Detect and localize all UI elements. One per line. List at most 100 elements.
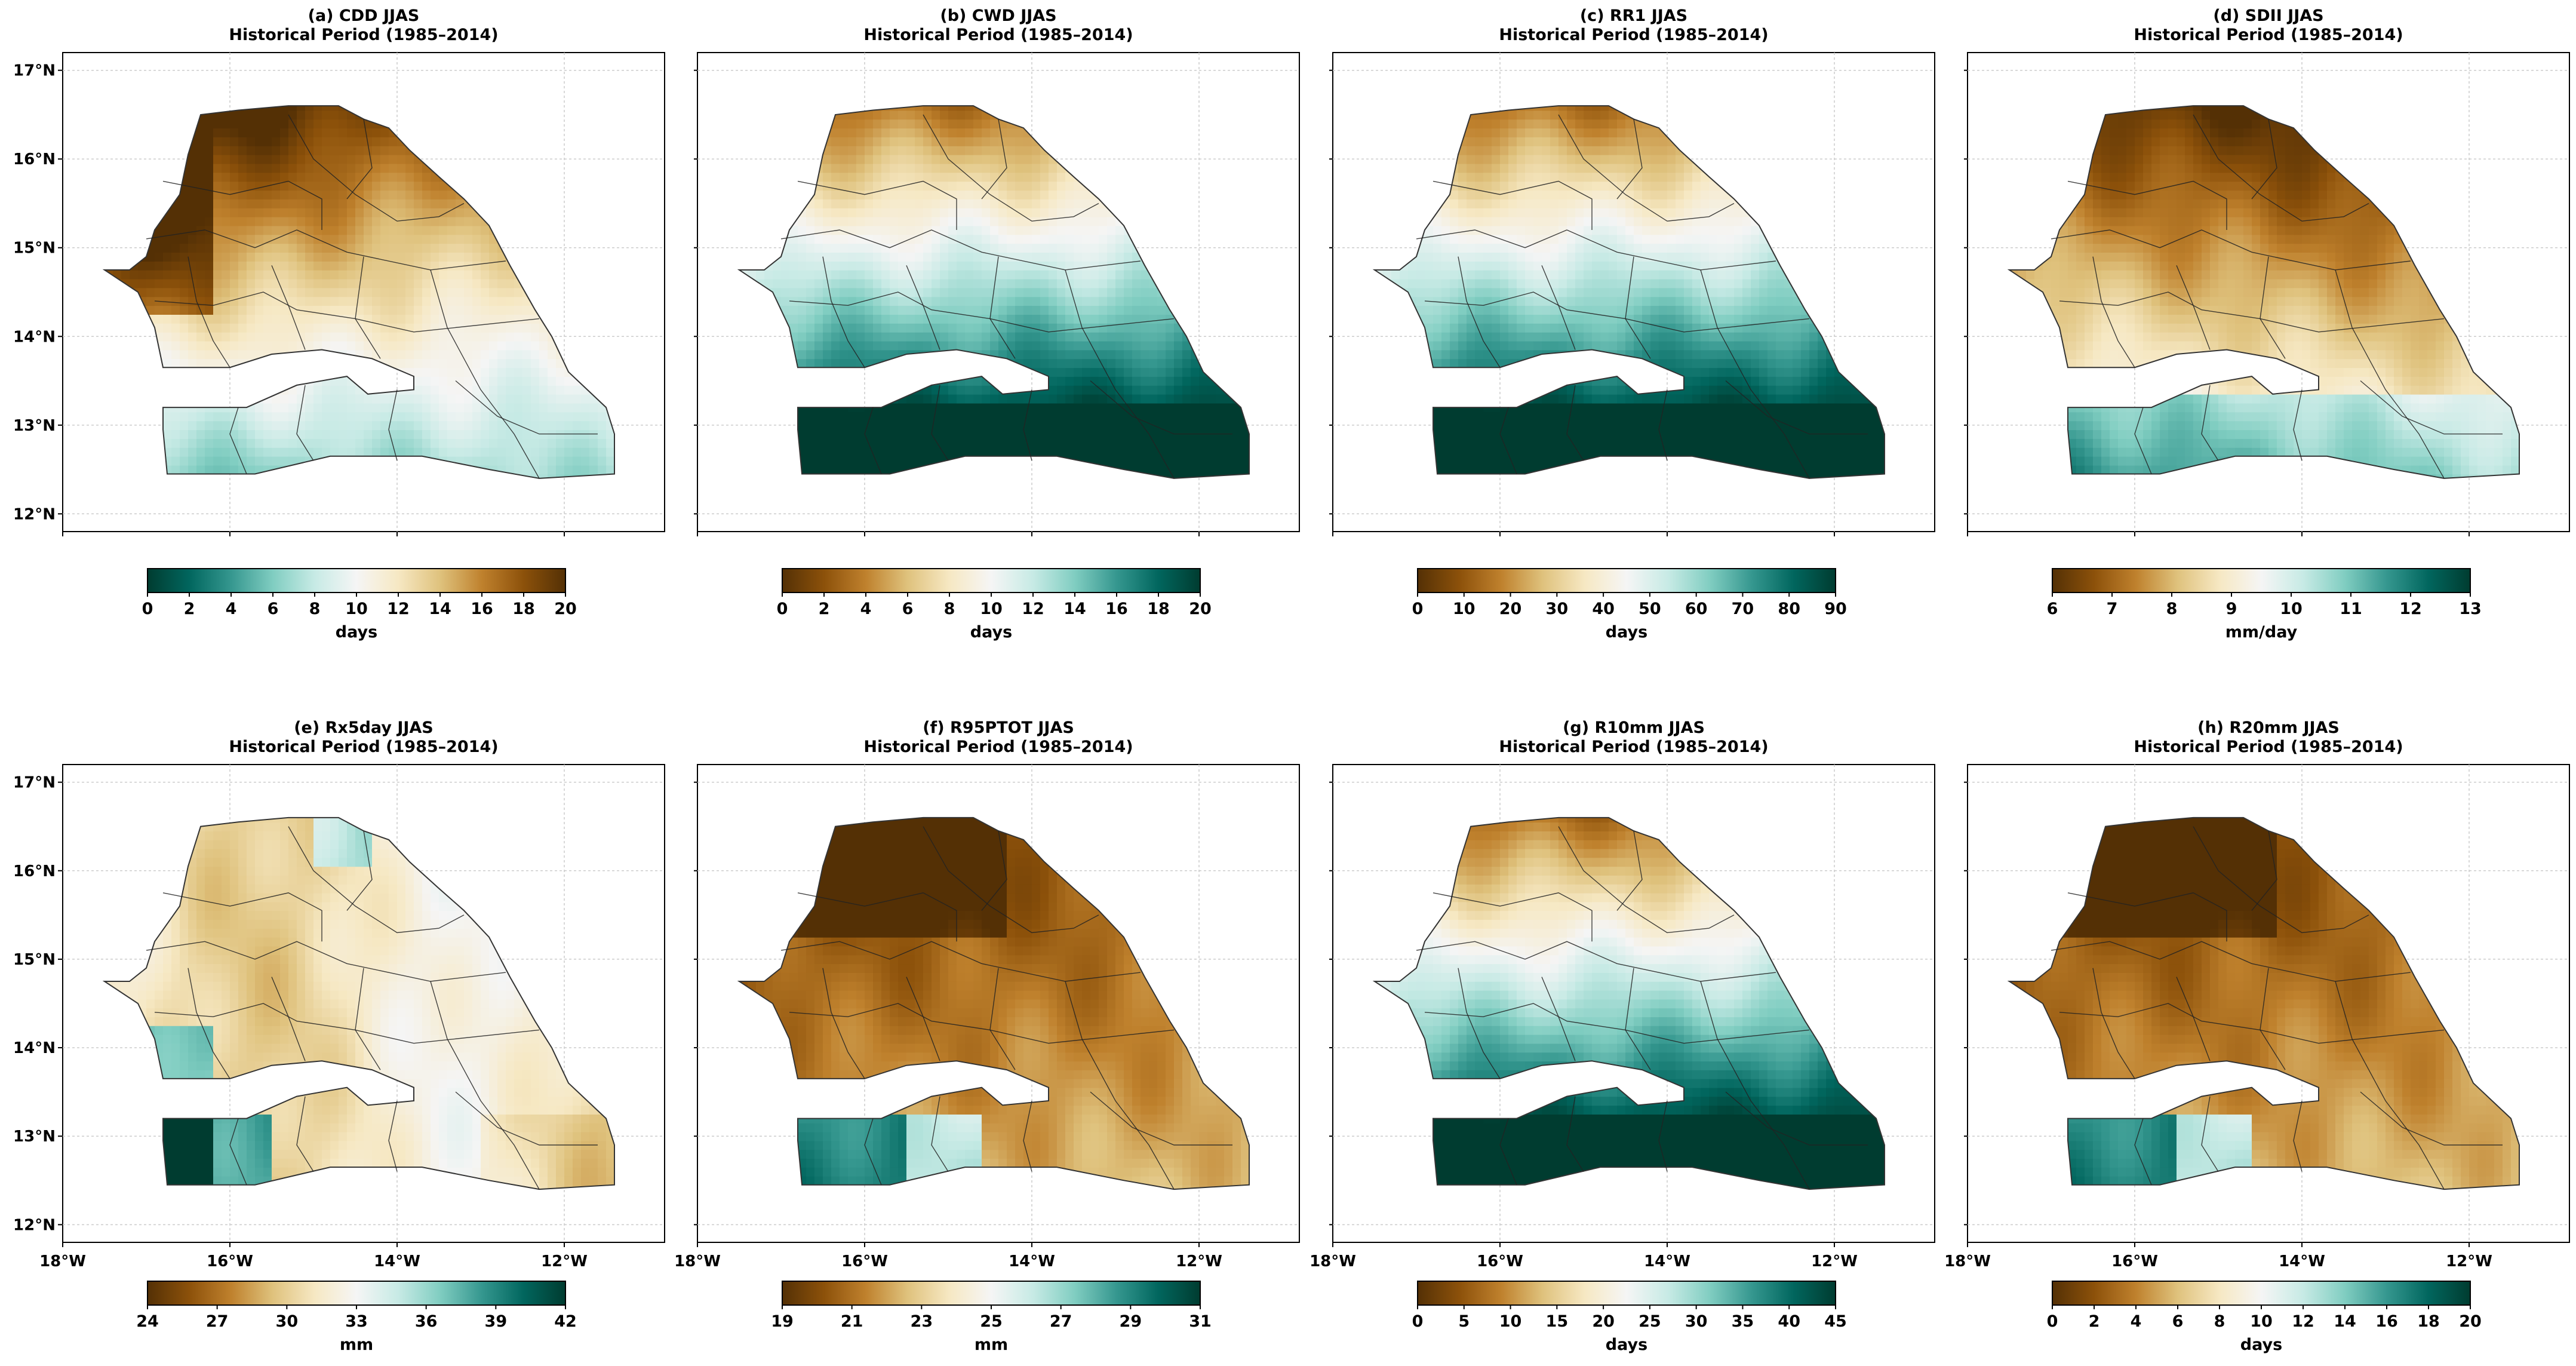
heatmap-cell xyxy=(539,394,548,404)
colorbar-tick-label: 16 xyxy=(471,600,493,618)
heatmap-cell xyxy=(1023,252,1032,262)
heatmap-cell xyxy=(982,429,991,439)
heatmap-cell xyxy=(998,225,1007,235)
heatmap-cell xyxy=(213,234,222,244)
heatmap-cell xyxy=(238,261,247,271)
heatmap-cell xyxy=(1074,412,1083,422)
heatmap-cell xyxy=(422,340,431,351)
heatmap-cell xyxy=(589,403,598,413)
heatmap-cell xyxy=(230,269,239,280)
heatmap-cell xyxy=(990,199,999,208)
heatmap-cell xyxy=(1049,296,1058,306)
heatmap-cell xyxy=(222,145,230,155)
heatmap-cell xyxy=(222,314,230,324)
heatmap-cell xyxy=(380,234,389,244)
heatmap-cell xyxy=(263,269,272,280)
heatmap-cell xyxy=(1007,287,1016,297)
heatmap-cell xyxy=(205,145,214,155)
heatmap-cell xyxy=(405,349,414,360)
heatmap-cell xyxy=(781,296,790,306)
heatmap-cell xyxy=(163,429,172,439)
heatmap-cell xyxy=(906,261,915,271)
heatmap-cell xyxy=(414,190,423,199)
heatmap-cell xyxy=(322,412,331,422)
heatmap-cell xyxy=(188,243,197,253)
heatmap-cell xyxy=(932,181,940,191)
heatmap-cell xyxy=(1040,420,1049,431)
heatmap-cell xyxy=(906,181,915,191)
heatmap-cell xyxy=(1032,278,1041,288)
heatmap-cell xyxy=(222,163,230,173)
heatmap-cell xyxy=(948,145,957,155)
heatmap-cell xyxy=(431,340,439,351)
heatmap-cell xyxy=(798,420,807,431)
heatmap-cell xyxy=(940,420,949,431)
heatmap-cell xyxy=(255,145,264,155)
heatmap-cell xyxy=(163,412,172,422)
heatmap-cell xyxy=(188,331,197,342)
heatmap-cell xyxy=(915,199,924,208)
heatmap-cell xyxy=(238,465,247,475)
heatmap-cell xyxy=(180,234,189,244)
heatmap-cell xyxy=(297,207,306,217)
heatmap-cell xyxy=(213,349,222,360)
heatmap-cell xyxy=(957,340,966,351)
heatmap-cell xyxy=(163,420,172,431)
heatmap-cell xyxy=(940,438,949,448)
heatmap-cell xyxy=(339,216,348,226)
region-boundary xyxy=(455,380,598,435)
heatmap-cell xyxy=(806,269,815,280)
heatmap-cell xyxy=(280,243,289,253)
heatmap-cell xyxy=(840,349,849,360)
heatmap-cell xyxy=(923,314,932,324)
heatmap-cell xyxy=(255,314,264,324)
heatmap-cell xyxy=(932,287,940,297)
heatmap-cell xyxy=(364,207,373,217)
heatmap-cell xyxy=(255,225,264,235)
heatmap-cell xyxy=(422,331,431,342)
heatmap-cell xyxy=(439,234,448,244)
heatmap-cell xyxy=(990,394,999,404)
heatmap-cell xyxy=(372,429,381,439)
heatmap-cell xyxy=(965,314,974,324)
heatmap-cell xyxy=(330,278,339,288)
heatmap-cell xyxy=(1032,199,1041,208)
heatmap-cell xyxy=(364,172,373,182)
heatmap-cell xyxy=(1082,376,1091,386)
heatmap-cell xyxy=(573,385,582,395)
heatmap-cell xyxy=(447,216,456,226)
heatmap-cell xyxy=(890,199,899,208)
panel-title: (b) CWD JJAS xyxy=(940,7,1056,25)
heatmap-cell xyxy=(322,145,331,155)
heatmap-cell xyxy=(998,305,1007,315)
heatmap-cell xyxy=(514,376,523,386)
heatmap-cell xyxy=(355,296,364,306)
heatmap-cell xyxy=(389,331,398,342)
heatmap-cell xyxy=(472,349,481,360)
heatmap-cell xyxy=(1049,367,1058,377)
heatmap-cell xyxy=(222,128,230,137)
heatmap-cell xyxy=(272,252,281,262)
heatmap-cell xyxy=(932,261,940,271)
heatmap-cell xyxy=(313,163,322,173)
heatmap-cell xyxy=(255,331,264,342)
heatmap-cell xyxy=(205,438,214,448)
heatmap-cell xyxy=(489,305,498,315)
heatmap-cell xyxy=(1057,412,1066,422)
heatmap-cell xyxy=(171,252,180,262)
heatmap-cell xyxy=(196,216,205,226)
heatmap-cell xyxy=(982,447,991,457)
heatmap-cell xyxy=(255,349,264,360)
heatmap-cell xyxy=(840,261,849,271)
heatmap-cell xyxy=(798,323,807,333)
heatmap-cell xyxy=(397,234,406,244)
heatmap-cell xyxy=(915,106,924,111)
heatmap-cell xyxy=(322,385,331,395)
heatmap-cell xyxy=(957,412,966,422)
heatmap-cell xyxy=(422,412,431,422)
heatmap-cell xyxy=(1015,296,1024,306)
heatmap-cell xyxy=(313,403,322,413)
region-boundary xyxy=(355,256,381,359)
heatmap-cell xyxy=(514,394,523,404)
heatmap-cell xyxy=(798,349,807,360)
